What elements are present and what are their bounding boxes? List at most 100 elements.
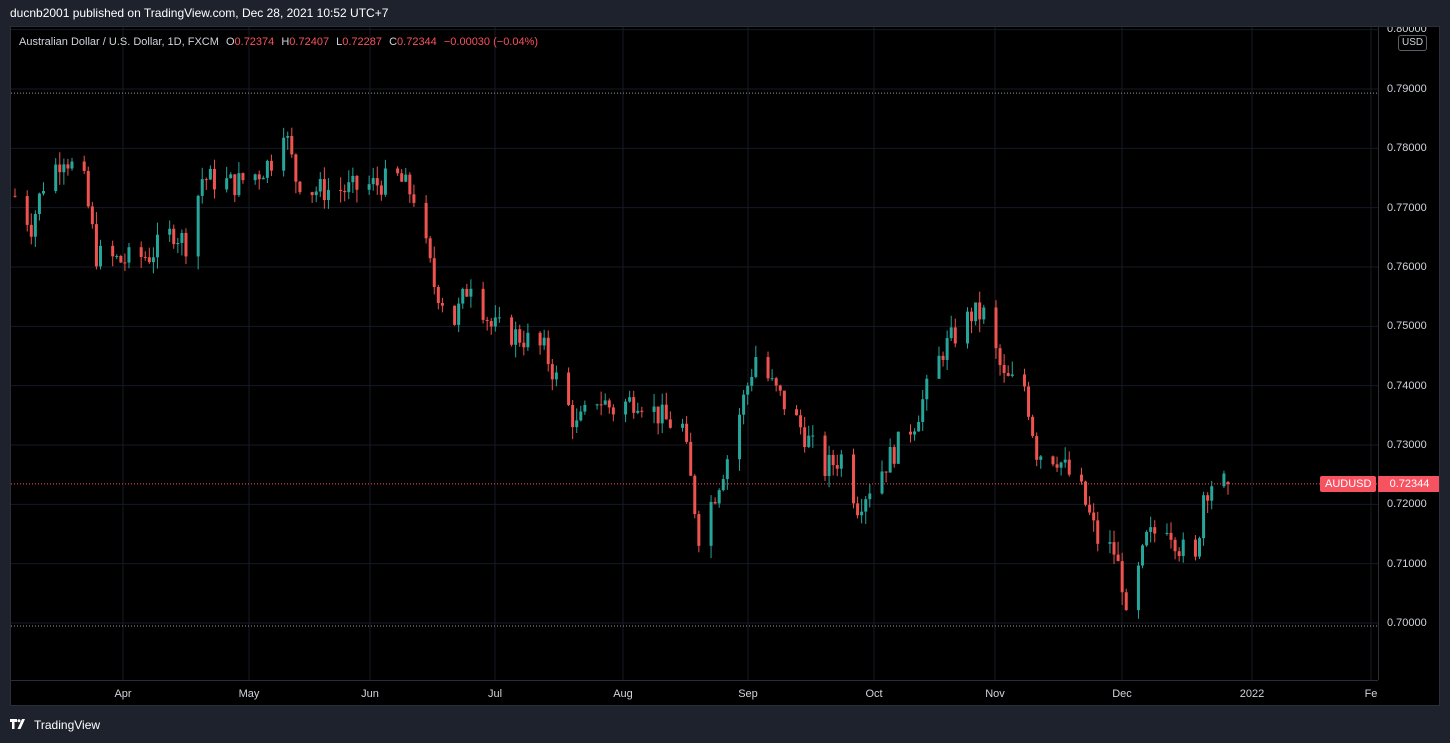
tradingview-brand[interactable]: TradingView <box>10 718 100 732</box>
candle-body-down <box>58 164 62 173</box>
candle-body-up <box>754 357 758 377</box>
candle-body-up <box>514 329 518 345</box>
candle-body-down <box>685 423 689 442</box>
candle-body-up <box>282 137 286 171</box>
candle-body-up <box>949 327 953 339</box>
candle-body-up <box>176 242 180 245</box>
candle-body-up <box>62 164 66 173</box>
candle-body-down <box>1035 436 1039 460</box>
price-tick: 0.72000 <box>1387 498 1427 511</box>
candle-body-down <box>1206 495 1210 501</box>
last-price-label: 0.72344 <box>1378 475 1439 492</box>
change-value: −0.00030 (−0.04%) <box>443 36 539 48</box>
candle-body-down <box>766 357 770 379</box>
candle-body-up <box>982 307 986 320</box>
candle-body-up <box>628 397 632 402</box>
tradingview-logo-icon <box>10 719 25 729</box>
candle-body-down <box>489 320 493 327</box>
candle-body-up <box>383 168 387 195</box>
time-tick: Fe <box>1364 688 1378 700</box>
time-tick: Apr <box>114 688 132 700</box>
symbol-description: Australian Dollar / U.S. Dollar, 1D, FXC… <box>19 36 219 48</box>
candle-body-up <box>750 376 754 386</box>
candle-body-down <box>1173 539 1177 552</box>
candle-body-down <box>294 154 298 182</box>
candle-body-up <box>725 459 729 480</box>
candle-body-down <box>567 372 571 405</box>
candle-body-up <box>746 385 750 395</box>
candle-body-up <box>721 479 725 491</box>
candle-body-down <box>1031 416 1035 437</box>
candle-body-down <box>998 348 1002 366</box>
candle-body-up <box>652 406 656 412</box>
chart-frame[interactable]: Australian Dollar / U.S. Dollar, 1D, FXC… <box>10 26 1440 706</box>
candle-body-down <box>339 189 343 191</box>
candle-body-up <box>151 257 155 263</box>
candle-body-down <box>1084 481 1088 505</box>
candle-body-up <box>208 168 212 180</box>
candle-body-down <box>432 258 436 288</box>
candle-body-down <box>298 181 302 193</box>
candle-body-down <box>803 427 807 448</box>
candle-body-up <box>827 454 831 476</box>
price-axis[interactable]: 0.80000 0.79000 0.78000 0.77000 0.76000 … <box>1378 26 1439 680</box>
candle-body-up <box>770 378 774 380</box>
low-value: 0.72287 <box>342 36 383 48</box>
candle-body-up <box>742 394 746 415</box>
time-axis[interactable]: Apr May Jun Jul Aug Sep Oct Nov Dec 2022… <box>11 680 1378 705</box>
candle-body-down <box>343 190 347 193</box>
price-tick: 0.78000 <box>1387 142 1427 155</box>
candle-body-down <box>1055 464 1059 468</box>
candle-body-down <box>13 195 17 197</box>
candle-body-up <box>155 234 159 258</box>
candle-body-down <box>1124 592 1128 611</box>
candle-body-down <box>1193 539 1197 557</box>
candle-body-up <box>974 302 978 322</box>
candle-body-down <box>1079 474 1083 482</box>
candle-body-down <box>322 179 326 201</box>
candle-body-down <box>375 178 379 186</box>
candle-body-down <box>978 302 982 320</box>
candle-body-down <box>412 194 416 203</box>
candle-body-up <box>1210 486 1214 501</box>
candle-body-up <box>575 420 579 428</box>
candle-body-down <box>86 170 90 207</box>
candle-body-down <box>257 174 261 180</box>
candle-body-down <box>1027 386 1031 417</box>
candle-body-down <box>481 288 485 320</box>
candle-body-down <box>379 185 383 195</box>
candle-body-down <box>1006 373 1010 376</box>
chart-plot-area[interactable]: Australian Dollar / U.S. Dollar, 1D, FXC… <box>11 27 1378 680</box>
candle-body-up <box>469 288 473 297</box>
candle-body-down <box>184 232 188 257</box>
candle-body-down <box>1169 532 1173 540</box>
candle-body-up <box>945 338 949 360</box>
price-tick: 0.73000 <box>1387 439 1427 451</box>
candle-body-up <box>493 317 497 327</box>
price-tick: 0.80000 <box>1387 26 1427 35</box>
candle-body-down <box>668 419 672 428</box>
price-tick: 0.75000 <box>1387 320 1427 333</box>
candle-body-up <box>461 288 465 304</box>
candle-body-up <box>497 317 501 319</box>
candle-body-up <box>1063 459 1067 463</box>
candle-body-up <box>807 435 811 448</box>
candlestick-chart[interactable] <box>11 27 1378 680</box>
candle-body-up <box>1165 532 1169 534</box>
candle-body-up <box>636 410 640 413</box>
candle-body-down <box>994 307 998 349</box>
candle-body-up <box>367 184 371 190</box>
candle-body-up <box>1108 542 1112 544</box>
candle-body-down <box>518 329 522 343</box>
candle-body-down <box>571 404 575 428</box>
candle-body-down <box>909 431 913 435</box>
candle-body-up <box>937 355 941 379</box>
candle-body-down <box>400 173 404 182</box>
candle-body-down <box>1096 520 1100 544</box>
time-tick: Nov <box>985 688 1005 700</box>
currency-badge[interactable]: USD <box>1398 35 1428 51</box>
publisher-text: ducnb2001 published on TradingView.com, … <box>10 6 389 20</box>
candle-body-up <box>1010 374 1014 376</box>
candle-body-down <box>1120 561 1124 593</box>
candle-body-up <box>33 214 37 237</box>
